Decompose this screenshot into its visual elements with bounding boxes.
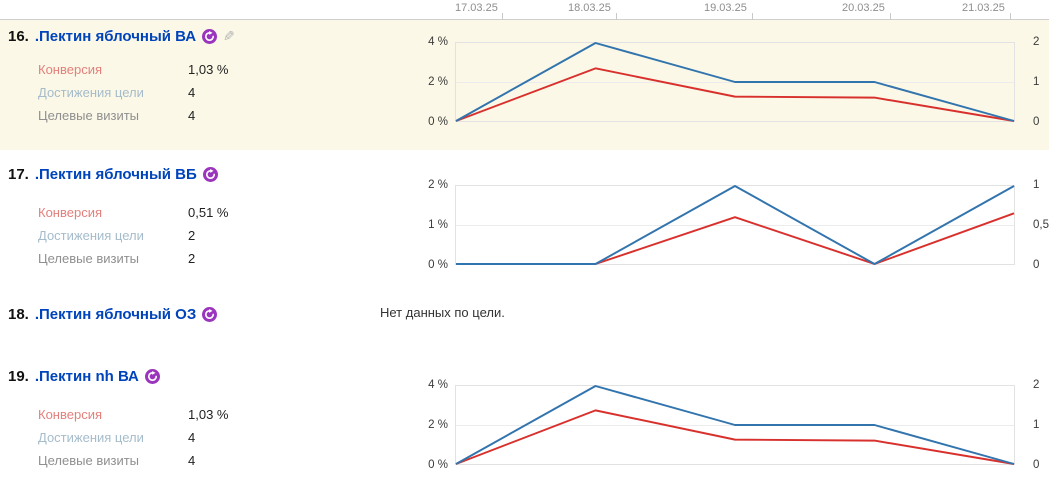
metric-label: Конверсия <box>38 205 103 220</box>
metric-label: Конверсия <box>38 62 103 77</box>
metric-value: 2 <box>188 251 196 266</box>
chart-left-axis: 2 % 1 % 0 % <box>420 179 448 271</box>
goal-row-number: 18. <box>8 305 29 323</box>
metric-value: 0,51 % <box>188 205 229 220</box>
metric-value: 4 <box>188 430 196 445</box>
axis-tick <box>502 13 503 20</box>
axis-tick-label: 2 <box>1033 36 1040 48</box>
goal-metrics: Конверсия 1,03 % Достижения цели 4 Целев… <box>38 403 228 472</box>
metric-label: Достижения цели <box>38 430 144 445</box>
chart-plot-area <box>455 385 1015 465</box>
metric-conversion: Конверсия 0,51 % <box>38 201 228 224</box>
axis-tick-label: 2 <box>1033 379 1040 391</box>
date-axis-label: 20.03.25 <box>842 2 885 14</box>
date-axis-label: 19.03.25 <box>704 2 747 14</box>
no-data-message: Нет данных по цели. <box>380 305 505 320</box>
metric-value: 2 <box>188 228 196 243</box>
axis-tick-label: 0 % <box>428 259 448 271</box>
metric-label: Целевые визиты <box>38 453 140 468</box>
goal-chart: 4 % 2 % 0 % 2 1 0 <box>420 36 1049 128</box>
axis-tick-label: 0 <box>1033 259 1040 271</box>
axis-tick-label: 0 % <box>428 459 448 471</box>
axis-tick-label: 0 <box>1033 459 1040 471</box>
goal-chart: 4 % 2 % 0 % 2 1 0 <box>420 379 1049 471</box>
metric-goal-visits: Целевые визиты 4 <box>38 104 228 127</box>
goal-row-number: 19. <box>8 367 29 385</box>
date-axis-label: 17.03.25 <box>455 2 498 14</box>
date-axis-label: 21.03.25 <box>962 2 1005 14</box>
metric-conversion: Конверсия 1,03 % <box>38 403 228 426</box>
chart-plot-area <box>455 42 1015 122</box>
metric-label: Целевые визиты <box>38 108 140 123</box>
chart-left-axis: 4 % 2 % 0 % <box>420 379 448 471</box>
date-axis-label: 18.03.25 <box>568 2 611 14</box>
chart-left-axis: 4 % 2 % 0 % <box>420 36 448 128</box>
goal-title-link[interactable]: .Пектин яблочный ОЗ <box>34 305 197 323</box>
edit-goal-icon[interactable]: ✎ <box>223 28 235 44</box>
metric-goal-reaches: Достижения цели 4 <box>38 81 228 104</box>
metric-goal-visits: Целевые визиты 2 <box>38 247 228 270</box>
retargeting-icon <box>202 28 218 44</box>
axis-tick-label: 1 % <box>428 219 448 231</box>
axis-tick-label: 1 <box>1033 76 1040 88</box>
chart-right-axis: 2 1 0 <box>1033 36 1049 128</box>
axis-tick-label: 4 % <box>428 379 448 391</box>
goal-title-link[interactable]: .Пектин яблочный ВБ <box>34 165 197 183</box>
date-axis-header: 17.03.25 18.03.25 19.03.25 20.03.25 21.0… <box>0 0 1049 20</box>
goal-row-19: 19. .Пектин nh ВА Конверсия 1,03 % Дости… <box>0 345 1049 489</box>
axis-tick <box>1010 13 1011 20</box>
axis-tick-label: 0 <box>1033 116 1040 128</box>
axis-tick-label: 4 % <box>428 36 448 48</box>
axis-tick <box>890 13 891 20</box>
axis-tick <box>616 13 617 20</box>
chart-right-axis: 1 0,5 0 <box>1033 179 1049 271</box>
axis-tick-label: 2 % <box>428 179 448 191</box>
goal-row-number: 16. <box>8 27 29 45</box>
goal-metrics: Конверсия 1,03 % Достижения цели 4 Целев… <box>38 58 228 127</box>
metric-goal-reaches: Достижения цели 4 <box>38 426 228 449</box>
metric-value: 1,03 % <box>188 407 229 422</box>
retargeting-icon <box>144 368 160 384</box>
goal-title-link[interactable]: .Пектин nh ВА <box>34 367 139 385</box>
metric-goal-visits: Целевые визиты 4 <box>38 449 228 472</box>
retargeting-icon <box>202 166 218 182</box>
axis-tick-label: 1 <box>1033 179 1040 191</box>
metric-label: Достижения цели <box>38 228 144 243</box>
goal-title-link[interactable]: .Пектин яблочный ВА <box>34 27 197 45</box>
axis-tick-label: 1 <box>1033 419 1040 431</box>
chart-gridline <box>456 225 1014 226</box>
metric-label: Целевые визиты <box>38 251 140 266</box>
goal-metrics: Конверсия 0,51 % Достижения цели 2 Целев… <box>38 201 228 270</box>
metric-label: Конверсия <box>38 407 103 422</box>
chart-plot-area <box>455 185 1015 265</box>
metric-value: 1,03 % <box>188 62 229 77</box>
axis-tick-label: 0,5 <box>1033 219 1049 231</box>
axis-tick-label: 2 % <box>428 76 448 88</box>
retargeting-icon <box>202 306 218 322</box>
goal-row-17: 17. .Пектин яблочный ВБ Конверсия 0,51 %… <box>0 150 1049 290</box>
goal-row-16: 16. .Пектин яблочный ВА ✎ Конверсия 1,03… <box>0 20 1049 150</box>
goal-chart: 2 % 1 % 0 % 1 0,5 0 <box>420 179 1049 271</box>
metric-label: Достижения цели <box>38 85 144 100</box>
axis-tick-label: 0 % <box>428 116 448 128</box>
goal-row-number: 17. <box>8 165 29 183</box>
axis-tick <box>752 13 753 20</box>
metric-value: 4 <box>188 108 196 123</box>
metric-conversion: Конверсия 1,03 % <box>38 58 228 81</box>
metric-goal-reaches: Достижения цели 2 <box>38 224 228 247</box>
metric-value: 4 <box>188 453 196 468</box>
axis-tick-label: 2 % <box>428 419 448 431</box>
chart-right-axis: 2 1 0 <box>1033 379 1049 471</box>
metric-value: 4 <box>188 85 196 100</box>
goal-row-18: 18. .Пектин яблочный ОЗ Нет данных по це… <box>0 290 1049 345</box>
